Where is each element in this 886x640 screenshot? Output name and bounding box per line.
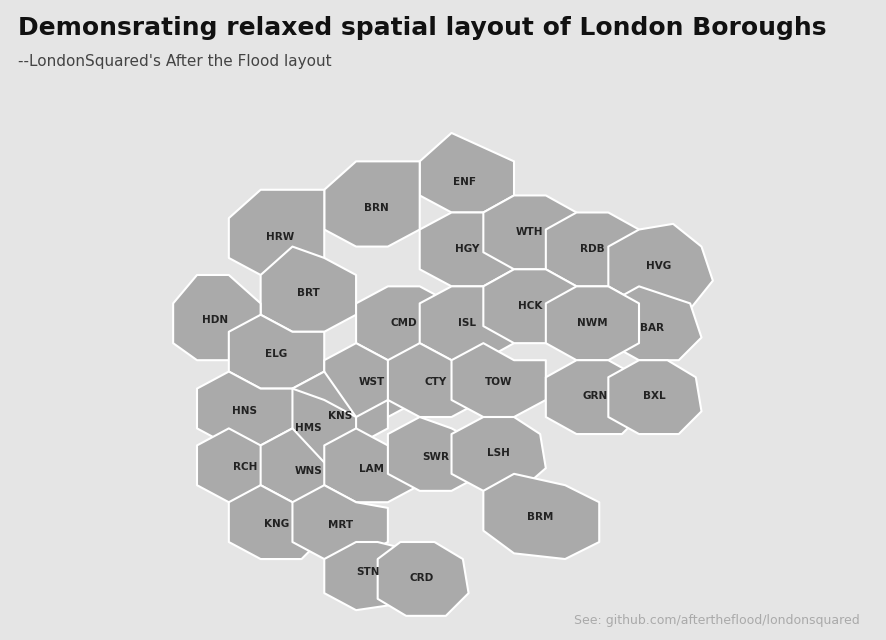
Text: HVG: HVG bbox=[647, 260, 672, 271]
Text: ENF: ENF bbox=[454, 177, 477, 187]
Text: BRN: BRN bbox=[363, 202, 388, 212]
Text: HCK: HCK bbox=[517, 301, 542, 311]
Text: WTH: WTH bbox=[517, 227, 544, 237]
Text: HNS: HNS bbox=[232, 406, 257, 415]
Text: NWM: NWM bbox=[577, 318, 608, 328]
Text: --LondonSquared's After the Flood layout: --LondonSquared's After the Flood layout bbox=[18, 54, 331, 69]
Text: WST: WST bbox=[359, 377, 385, 387]
Text: RDB: RDB bbox=[580, 244, 605, 255]
Text: STN: STN bbox=[356, 567, 380, 577]
Text: ELG: ELG bbox=[266, 349, 288, 359]
Text: BAR: BAR bbox=[641, 323, 664, 333]
Text: CTY: CTY bbox=[424, 377, 447, 387]
Text: TOW: TOW bbox=[485, 377, 512, 387]
Text: BRM: BRM bbox=[527, 512, 554, 522]
Text: SWR: SWR bbox=[422, 452, 449, 462]
Text: HRW: HRW bbox=[267, 232, 295, 242]
Text: WNS: WNS bbox=[294, 466, 323, 476]
Text: GRN: GRN bbox=[582, 392, 608, 401]
Text: LAM: LAM bbox=[360, 464, 385, 474]
Text: CMD: CMD bbox=[391, 318, 417, 328]
Text: BRT: BRT bbox=[297, 289, 320, 298]
Text: RCH: RCH bbox=[233, 461, 257, 472]
Text: LSH: LSH bbox=[487, 448, 510, 458]
Text: See: github.com/aftertheflood/londonsquared: See: github.com/aftertheflood/londonsqua… bbox=[573, 614, 859, 627]
Text: HGY: HGY bbox=[455, 244, 479, 255]
Text: HDN: HDN bbox=[202, 316, 228, 325]
Text: HMS: HMS bbox=[295, 424, 322, 433]
Text: KNS: KNS bbox=[328, 411, 353, 420]
Text: BXL: BXL bbox=[643, 392, 666, 401]
Text: KNG: KNG bbox=[264, 518, 290, 529]
Text: ISL: ISL bbox=[458, 318, 476, 328]
Text: MRT: MRT bbox=[328, 520, 353, 530]
Text: CRD: CRD bbox=[409, 573, 434, 583]
Text: Demonsrating relaxed spatial layout of London Boroughs: Demonsrating relaxed spatial layout of L… bbox=[18, 16, 827, 40]
